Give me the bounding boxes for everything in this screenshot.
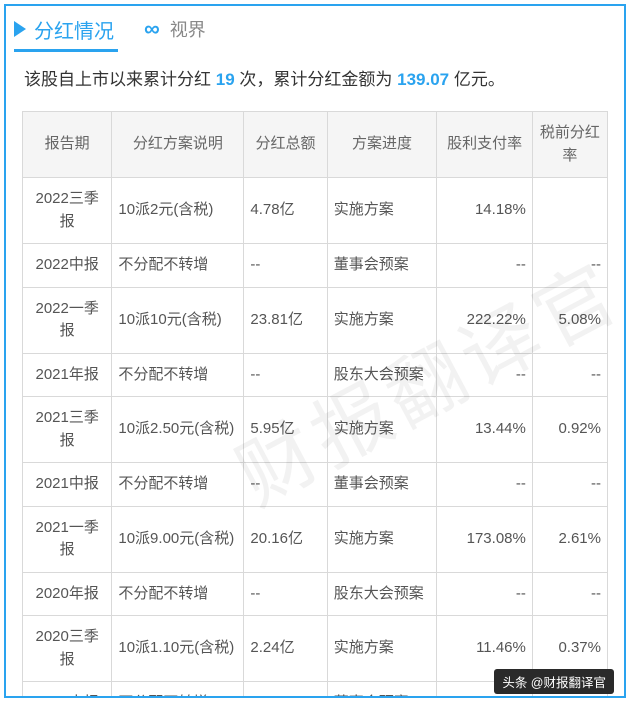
summary-line: 该股自上市以来累计分红 19 次，累计分红金额为 139.07 亿元。 [6,52,624,111]
cell-total: -- [244,572,327,616]
cell-progress: 实施方案 [327,287,437,353]
cell-period: 2020年报 [23,572,112,616]
cell-plan: 10派10元(含税) [112,287,244,353]
cell-plan: 不分配不转增 [112,353,244,397]
footer-attribution: 头条 @财报翻译官 [494,669,614,694]
cell-payrate: -- [437,463,532,507]
col-plan: 分红方案说明 [112,112,244,178]
tab-underline [14,49,118,52]
cell-total: -- [244,353,327,397]
cell-period: 2021年报 [23,353,112,397]
cell-plan: 不分配不转增 [112,572,244,616]
cell-payrate: 222.22% [437,287,532,353]
cell-payrate: 13.44% [437,397,532,463]
cell-plan: 10派2元(含税) [112,178,244,244]
cell-progress: 董事会预案 [327,463,437,507]
cell-progress: 董事会预案 [327,682,437,698]
cell-plan: 10派9.00元(含税) [112,506,244,572]
col-prerate: 税前分红率 [532,112,607,178]
cell-payrate: 173.08% [437,506,532,572]
table-header-row: 报告期 分红方案说明 分红总额 方案进度 股利支付率 税前分红率 [23,112,608,178]
table-row: 2020年报不分配不转增--股东大会预案---- [23,572,608,616]
tab-shijie[interactable]: 视界 [170,16,206,42]
cell-payrate: 14.18% [437,178,532,244]
cell-period: 2020中报 [23,682,112,698]
cell-prerate: 5.08% [532,287,607,353]
summary-text-1: 该股自上市以来累计分红 [24,70,216,89]
cell-progress: 股东大会预案 [327,353,437,397]
cell-prerate: 0.92% [532,397,607,463]
cell-period: 2021中报 [23,463,112,507]
col-period: 报告期 [23,112,112,178]
summary-text-2: 次，累计分红金额为 [235,70,397,89]
cell-period: 2021三季报 [23,397,112,463]
infinity-icon: ∞ [144,16,160,42]
cell-payrate: -- [437,572,532,616]
card-frame: 分红情况 ∞ 视界 该股自上市以来累计分红 19 次，累计分红金额为 139.0… [4,4,626,698]
col-total: 分红总额 [244,112,327,178]
cell-prerate: -- [532,463,607,507]
summary-amount: 139.07 [397,70,449,89]
cell-prerate: -- [532,244,607,288]
col-payrate: 股利支付率 [437,112,532,178]
cell-plan: 不分配不转增 [112,244,244,288]
summary-count: 19 [216,70,235,89]
cell-plan: 10派1.10元(含税) [112,616,244,682]
tab-dividend[interactable]: 分红情况 [34,15,114,44]
table-wrap: 报告期 分红方案说明 分红总额 方案进度 股利支付率 税前分红率 2022三季报… [6,111,624,698]
cell-plan: 不分配不转增 [112,463,244,507]
table-row: 2021年报不分配不转增--股东大会预案---- [23,353,608,397]
cell-period: 2020三季报 [23,616,112,682]
cell-total: -- [244,682,327,698]
table-row: 2021一季报10派9.00元(含税)20.16亿实施方案173.08%2.61… [23,506,608,572]
col-progress: 方案进度 [327,112,437,178]
cell-payrate: -- [437,353,532,397]
cell-total: -- [244,244,327,288]
tab-bar: 分红情况 ∞ 视界 [6,6,624,52]
cell-period: 2022中报 [23,244,112,288]
cell-total: 20.16亿 [244,506,327,572]
cell-progress: 实施方案 [327,616,437,682]
cell-prerate: -- [532,572,607,616]
summary-text-3: 亿元。 [449,70,505,89]
cell-progress: 董事会预案 [327,244,437,288]
cell-period: 2021一季报 [23,506,112,572]
cell-progress: 实施方案 [327,506,437,572]
tab-arrow-icon [14,21,26,37]
cell-period: 2022一季报 [23,287,112,353]
cell-prerate: -- [532,353,607,397]
cell-total: 5.95亿 [244,397,327,463]
cell-total: 23.81亿 [244,287,327,353]
cell-prerate [532,178,607,244]
cell-total: 2.24亿 [244,616,327,682]
cell-progress: 实施方案 [327,397,437,463]
cell-plan: 10派2.50元(含税) [112,397,244,463]
cell-plan: 不分配不转增 [112,682,244,698]
table-row: 2022中报不分配不转增--董事会预案---- [23,244,608,288]
cell-payrate: -- [437,244,532,288]
cell-progress: 股东大会预案 [327,572,437,616]
table-row: 2022一季报10派10元(含税)23.81亿实施方案222.22%5.08% [23,287,608,353]
table-row: 2021三季报10派2.50元(含税)5.95亿实施方案13.44%0.92% [23,397,608,463]
cell-prerate: 2.61% [532,506,607,572]
cell-total: -- [244,463,327,507]
cell-period: 2022三季报 [23,178,112,244]
table-row: 2022三季报10派2元(含税)4.78亿实施方案14.18% [23,178,608,244]
table-row: 2021中报不分配不转增--董事会预案---- [23,463,608,507]
cell-total: 4.78亿 [244,178,327,244]
dividend-table: 报告期 分红方案说明 分红总额 方案进度 股利支付率 税前分红率 2022三季报… [22,111,608,698]
cell-progress: 实施方案 [327,178,437,244]
